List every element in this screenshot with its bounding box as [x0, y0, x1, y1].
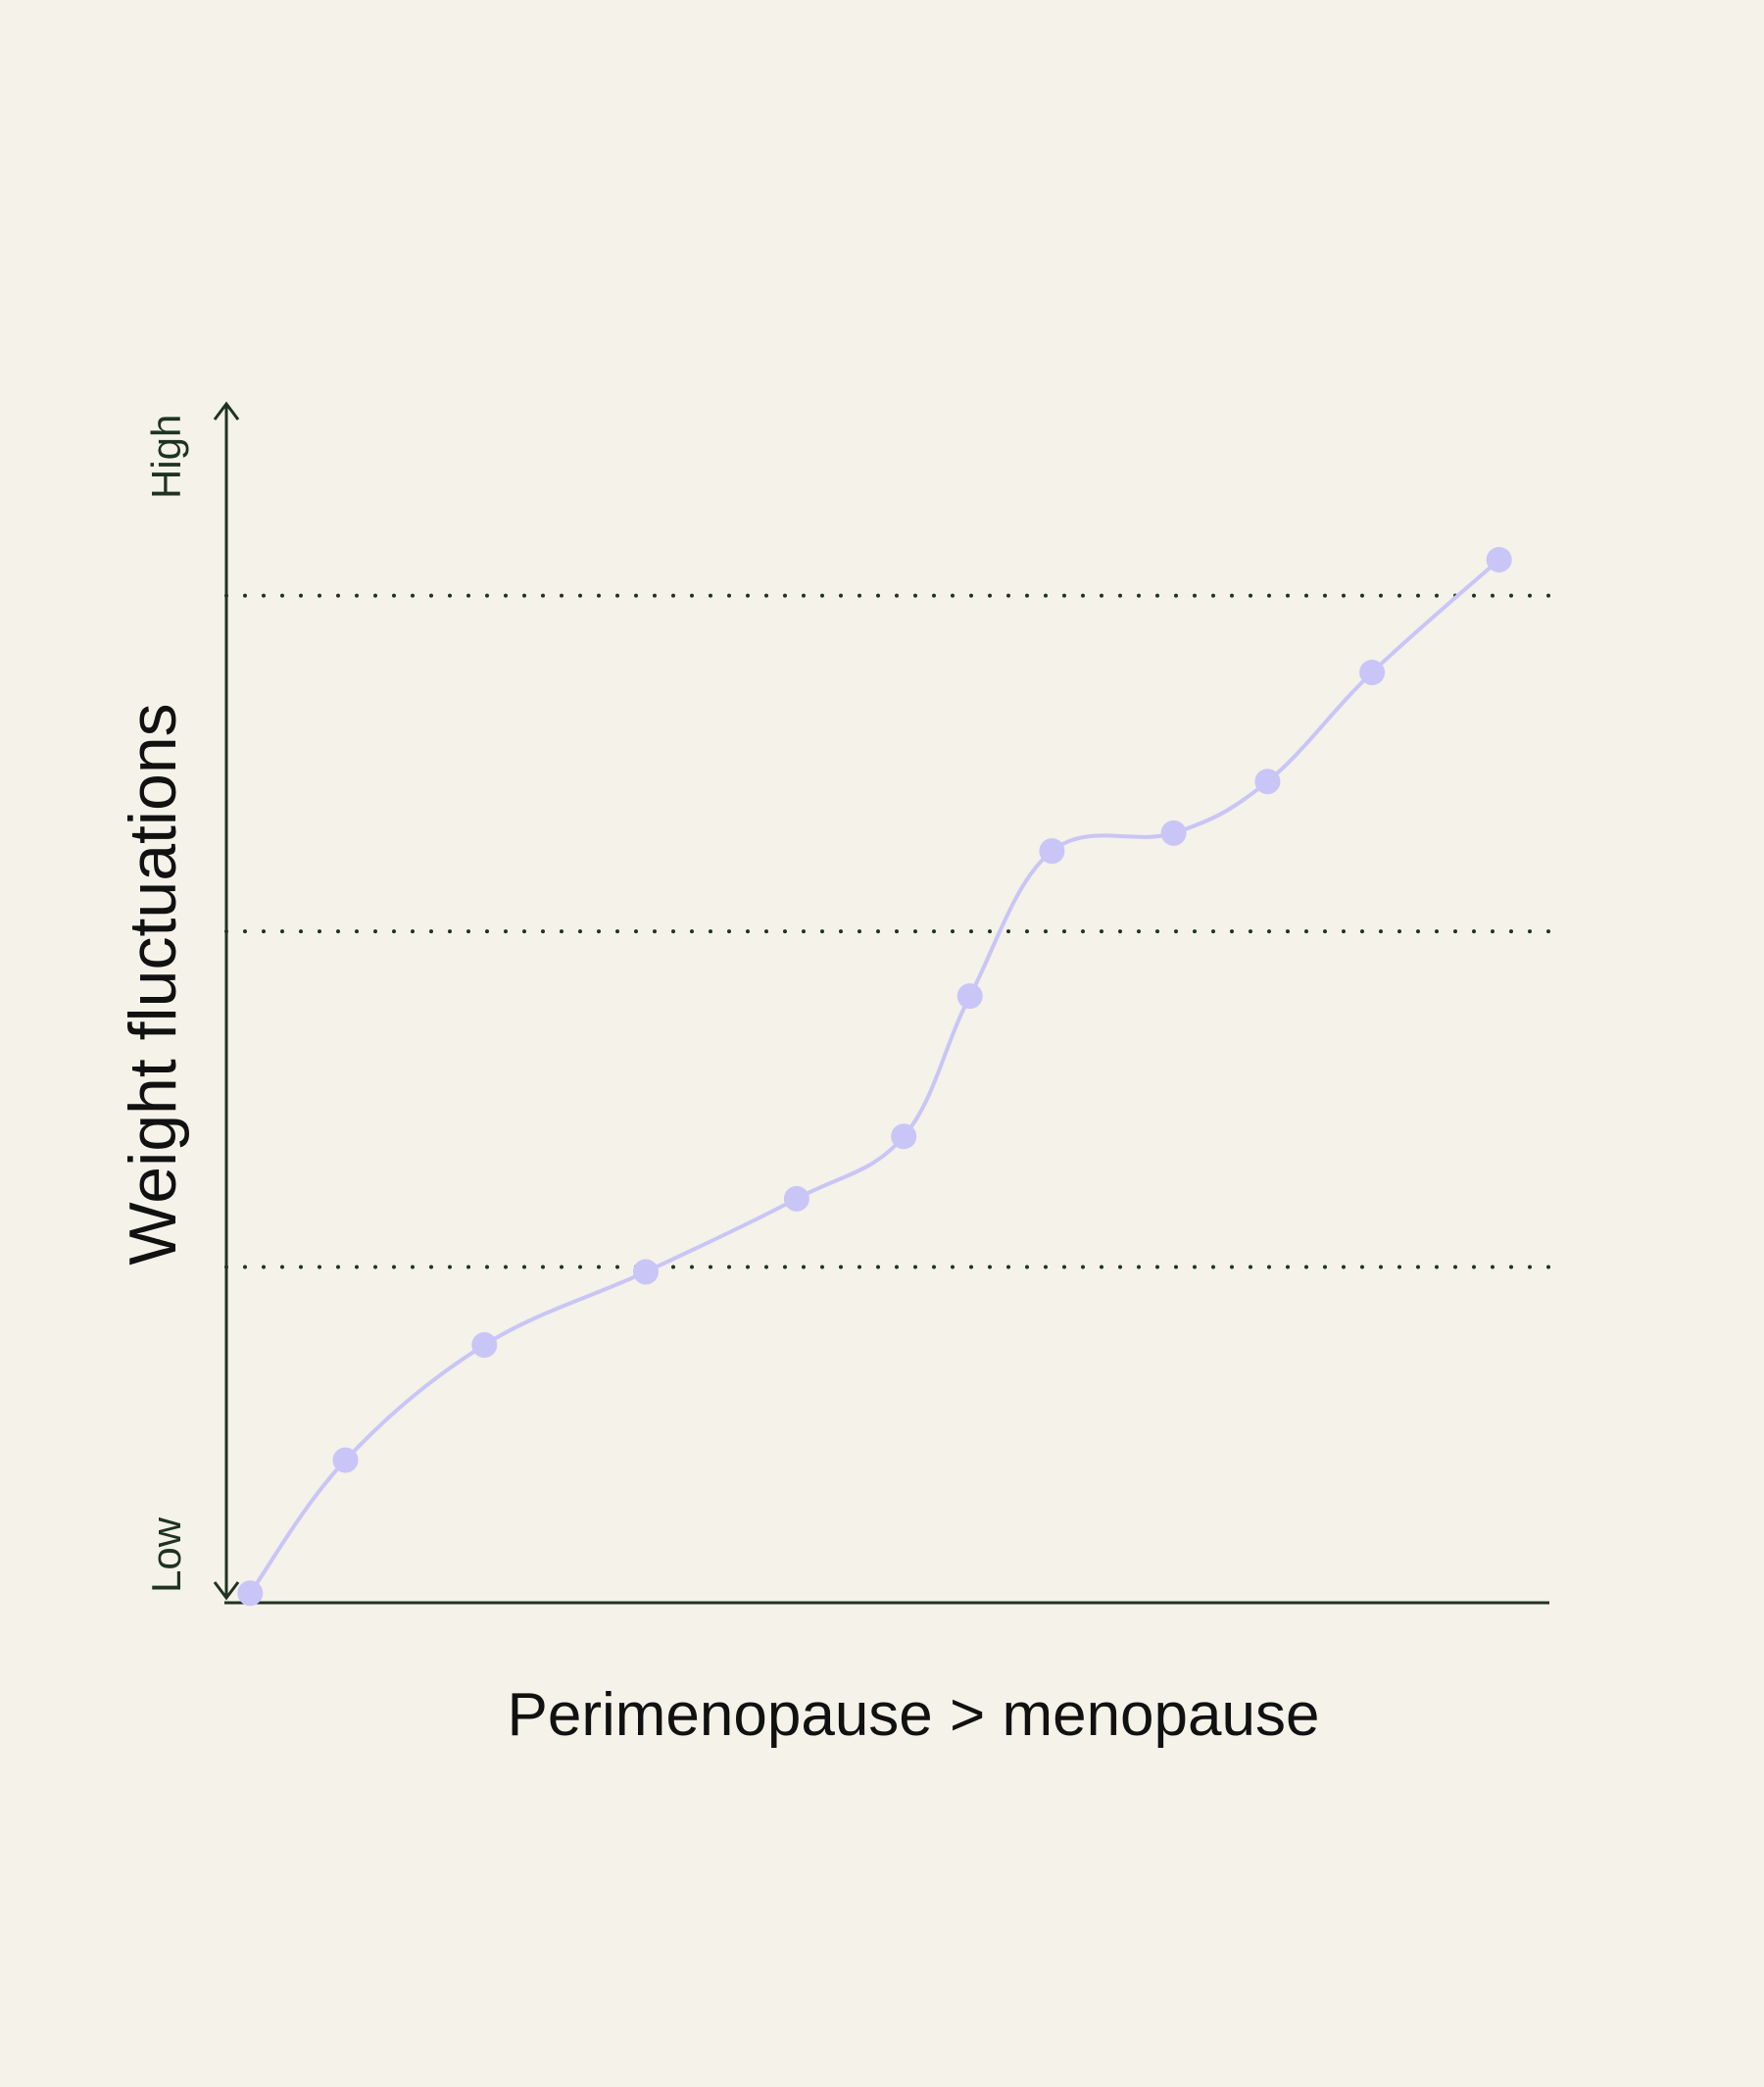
card-background: [0, 160, 1764, 1924]
data-point-2: [332, 1447, 359, 1473]
data-point-10: [1254, 769, 1281, 795]
data-point-11: [1359, 659, 1386, 685]
y-axis-arrow-down: [213, 1581, 240, 1601]
data-point-7: [956, 983, 983, 1010]
y-axis-title: Weight fluctuations: [116, 703, 190, 1265]
data-point-3: [471, 1332, 498, 1359]
data-point-6: [891, 1123, 917, 1150]
series-points: [237, 546, 1512, 1607]
x-axis-title: Perimenopause > menopause: [508, 1681, 1320, 1749]
data-point-4: [632, 1259, 659, 1285]
y-axis-arrow-up: [213, 401, 240, 421]
y-axis-low-label: Low: [143, 1516, 189, 1593]
data-point-8: [1039, 838, 1065, 865]
data-point-1: [237, 1580, 264, 1607]
data-point-12: [1486, 546, 1512, 572]
y-axis-high-label: High: [143, 415, 189, 499]
series-line: [248, 558, 1501, 1595]
data-point-9: [1160, 820, 1187, 846]
data-point-5: [783, 1185, 809, 1212]
